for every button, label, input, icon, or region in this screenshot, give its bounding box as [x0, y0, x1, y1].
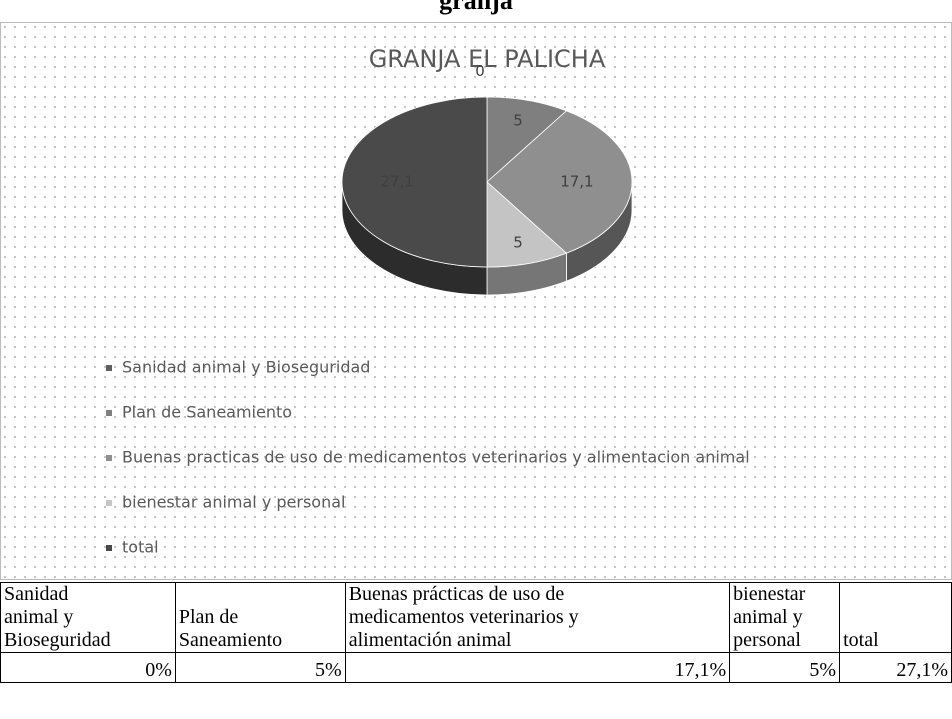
legend-marker — [106, 500, 112, 506]
table-cell: total — [839, 582, 952, 653]
table-cell: Plan de Saneamiento — [174, 582, 346, 653]
legend-label: bienestar animal y personal — [122, 493, 345, 512]
legend-marker — [106, 455, 112, 461]
data-label: 17,1 — [560, 173, 593, 191]
heading: granja — [439, 0, 513, 15]
slice — [486, 181, 568, 268]
legend-label: Plan de Saneamiento — [122, 403, 292, 422]
table-cell: Buenas prácticas de uso de medicamentos … — [344, 582, 731, 653]
data-table: Sanidad animal y Bioseguridad Plan de San… — [0, 582, 952, 683]
slice — [486, 110, 633, 254]
value-row: 0% 5% 17,1% 5% 27,1% — [0, 652, 952, 683]
chart: GRANJA EL PALICHA 0 5 17,1 5 27,1 Sanidad ani… — [0, 22, 952, 580]
table-cell: 5% — [174, 652, 346, 683]
slice — [486, 96, 568, 183]
legend-label: total — [122, 538, 159, 557]
legend-marker — [106, 365, 112, 371]
legend-marker — [106, 410, 112, 416]
table-cell: 27,1% — [839, 652, 952, 683]
legend-label: Sanidad animal y Bioseguridad — [122, 358, 370, 377]
data-label: 5 — [513, 234, 523, 252]
data-label: 5 — [513, 111, 523, 129]
legend-marker — [106, 545, 112, 551]
table-cell: 0% — [0, 652, 176, 683]
table-cell: Sanidad animal y Bioseguridad — [0, 582, 176, 653]
data-label: 27,1 — [380, 173, 413, 191]
table-cell: 5% — [729, 652, 841, 683]
slice — [341, 96, 488, 268]
legend-label: Buenas practicas de uso de medicamentos … — [122, 448, 750, 467]
table-cell: bienestar animal y personal — [729, 582, 841, 653]
header-row: Sanidad animal y Bioseguridad Plan de San… — [0, 582, 952, 653]
table-cell: 17,1% — [344, 652, 731, 683]
data-label: 0 — [475, 62, 485, 80]
chart-title: GRANJA EL PALICHA — [369, 45, 606, 73]
